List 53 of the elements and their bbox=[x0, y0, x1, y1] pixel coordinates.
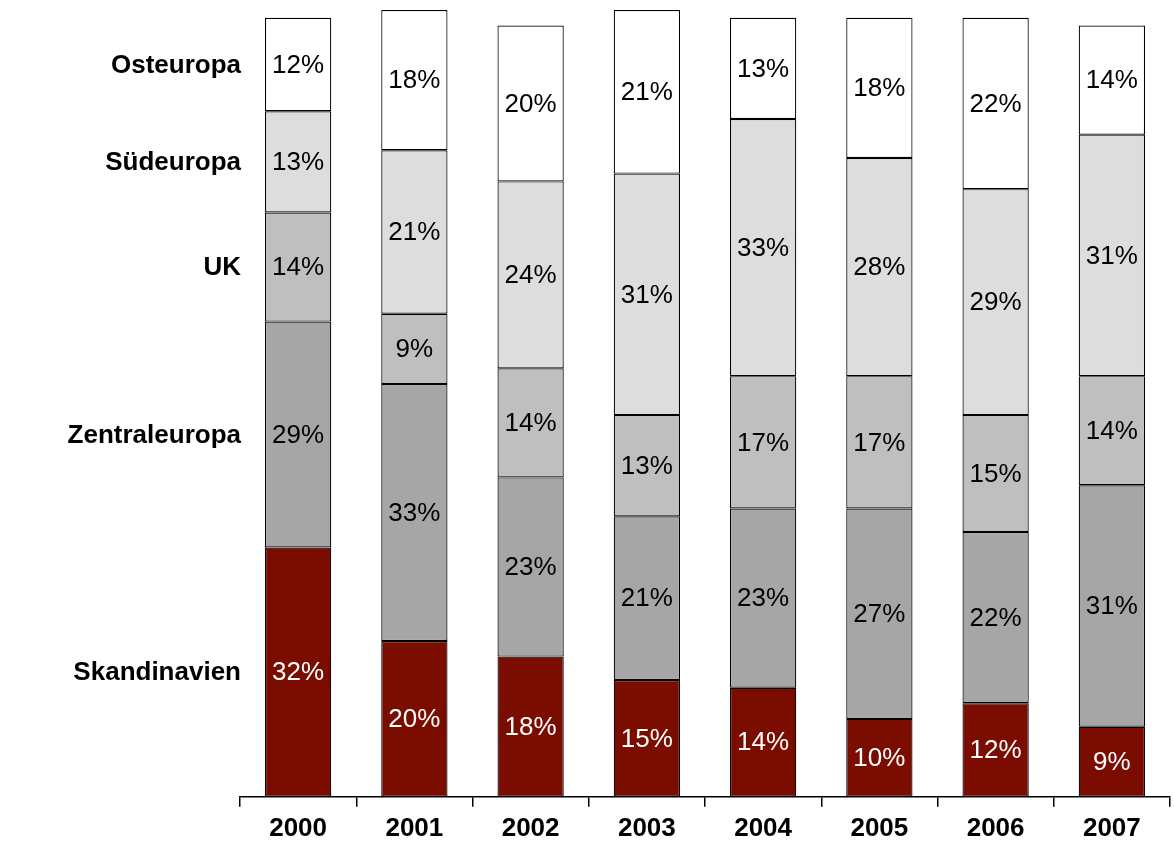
data-label: 14% bbox=[1085, 414, 1138, 445]
series-label: Skandinavien bbox=[73, 656, 241, 687]
data-label: 18% bbox=[853, 72, 906, 103]
x-tick-label: 2004 bbox=[734, 811, 793, 842]
data-label: 29% bbox=[272, 418, 325, 449]
data-label: 21% bbox=[620, 582, 673, 613]
data-label: 13% bbox=[620, 449, 673, 480]
data-label: 15% bbox=[969, 457, 1022, 488]
x-tick-label: 2007 bbox=[1082, 811, 1141, 842]
data-label: 22% bbox=[969, 601, 1022, 632]
data-label: 27% bbox=[853, 597, 906, 628]
data-label: 31% bbox=[620, 278, 673, 309]
data-label: 12% bbox=[272, 48, 325, 79]
data-label: 9% bbox=[1093, 745, 1131, 776]
data-label: 14% bbox=[737, 726, 790, 757]
data-label: 21% bbox=[388, 216, 441, 247]
data-label: 31% bbox=[1085, 590, 1138, 621]
data-label: 31% bbox=[1085, 239, 1138, 270]
data-label: 15% bbox=[620, 722, 673, 753]
data-label: 22% bbox=[969, 87, 1022, 118]
data-label: 17% bbox=[853, 426, 906, 457]
data-label: 33% bbox=[737, 231, 790, 262]
series-label: UK bbox=[203, 251, 242, 282]
data-label: 18% bbox=[388, 64, 441, 95]
data-label: 14% bbox=[504, 407, 557, 438]
data-label: 14% bbox=[1085, 64, 1138, 95]
series-label: Osteuropa bbox=[110, 48, 242, 79]
data-label: 14% bbox=[272, 251, 325, 282]
x-tick-label: 2006 bbox=[966, 811, 1025, 842]
data-label: 21% bbox=[620, 75, 673, 106]
data-label: 29% bbox=[969, 286, 1022, 317]
x-tick-label: 2003 bbox=[617, 811, 676, 842]
data-label: 24% bbox=[504, 259, 557, 290]
data-label: 33% bbox=[388, 496, 441, 527]
x-tick-label: 2001 bbox=[385, 811, 444, 842]
data-label: 10% bbox=[853, 742, 906, 773]
data-label: 13% bbox=[737, 52, 790, 83]
data-label: 9% bbox=[395, 333, 434, 364]
data-label: 13% bbox=[272, 146, 325, 177]
data-label: 32% bbox=[272, 656, 325, 687]
data-label: 23% bbox=[504, 551, 557, 582]
data-label: 20% bbox=[388, 703, 441, 734]
data-label: 28% bbox=[853, 251, 906, 282]
data-label: 17% bbox=[737, 426, 790, 457]
data-label: 20% bbox=[504, 87, 557, 118]
series-label: Zentraleuropa bbox=[67, 418, 242, 449]
x-tick-label: 2005 bbox=[850, 811, 909, 842]
x-tick-label: 2002 bbox=[501, 811, 560, 842]
data-label: 18% bbox=[504, 710, 557, 741]
x-tick-label: 2000 bbox=[269, 811, 328, 842]
data-label: 12% bbox=[969, 734, 1022, 765]
data-label: 23% bbox=[737, 582, 790, 613]
series-label: Südeuropa bbox=[105, 146, 242, 177]
